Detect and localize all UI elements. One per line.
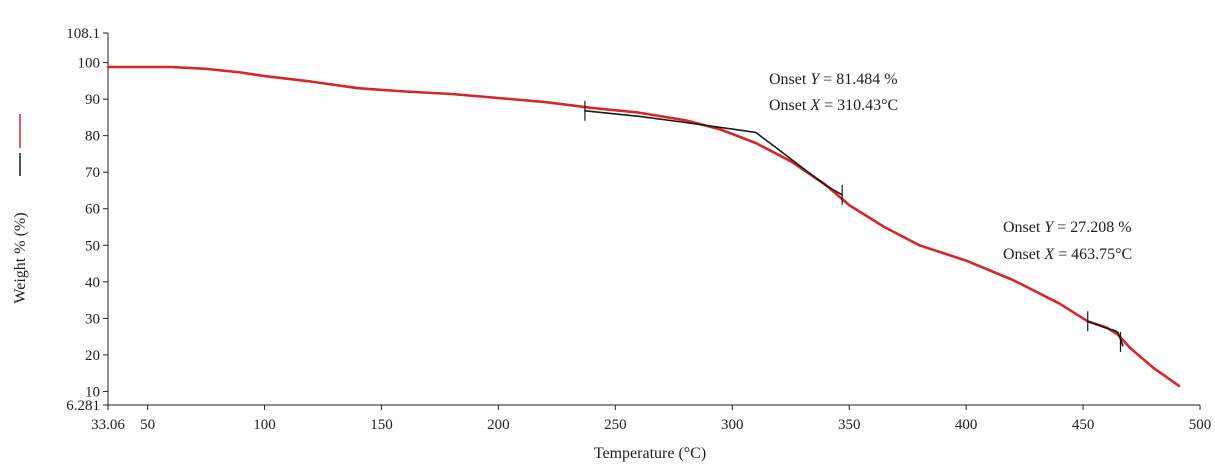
annotation-2: Onset Y = 27.208 % Onset X = 463.75°C: [1003, 219, 1132, 263]
x-tick-label: 50: [140, 417, 155, 433]
x-axis-ticks: 33.06 50 100 150 200 250 300 350 400 450 500: [91, 405, 1211, 433]
x-tick-label: 200: [487, 417, 510, 433]
y-tick-label: 108.1: [66, 26, 100, 42]
annotation-2-onset-x: Onset X = 463.75°C: [1003, 246, 1132, 263]
x-tick-label: 500: [1189, 417, 1212, 433]
x-tick-label: 33.06: [91, 417, 125, 433]
annotation-2-onset-y: Onset Y = 27.208 %: [1003, 219, 1132, 236]
x-axis-title: Temperature (°C): [594, 445, 706, 462]
y-tick-label: 90: [85, 92, 100, 108]
series-line-black: [1086, 320, 1124, 347]
y-tick-label: 100: [78, 56, 101, 72]
x-tick-label: 150: [370, 417, 393, 433]
y-tick-label: 6.281: [66, 398, 100, 414]
y-tick-label: 80: [85, 129, 100, 145]
x-tick-label: 400: [955, 417, 978, 433]
x-tick-label: 300: [721, 417, 744, 433]
y-tick-label: 10: [85, 384, 100, 400]
y-axis-title: Weight % (%): [12, 212, 29, 303]
marker-layer: [584, 100, 1122, 353]
x-tick-label: 450: [1072, 417, 1095, 433]
x-tick-label: 250: [604, 417, 627, 433]
y-tick-label: 40: [85, 275, 100, 291]
y-tick-label: 50: [85, 238, 100, 254]
y-tick-label: 60: [85, 202, 100, 218]
y-tick-label: 70: [85, 165, 100, 181]
x-tick-label: 350: [838, 417, 861, 433]
annotation-1-onset-x: Onset X = 310.43°C: [769, 97, 898, 114]
x-tick-label: 100: [253, 417, 276, 433]
series-line-black: [584, 110, 844, 196]
annotation-1-onset-y: Onset Y = 81.484 %: [769, 71, 898, 88]
annotation-1: Onset Y = 81.484 % Onset X = 310.43°C: [769, 71, 898, 114]
y-tick-label: 30: [85, 311, 100, 327]
y-tick-label: 20: [85, 348, 100, 364]
series-layer: [106, 65, 1181, 388]
